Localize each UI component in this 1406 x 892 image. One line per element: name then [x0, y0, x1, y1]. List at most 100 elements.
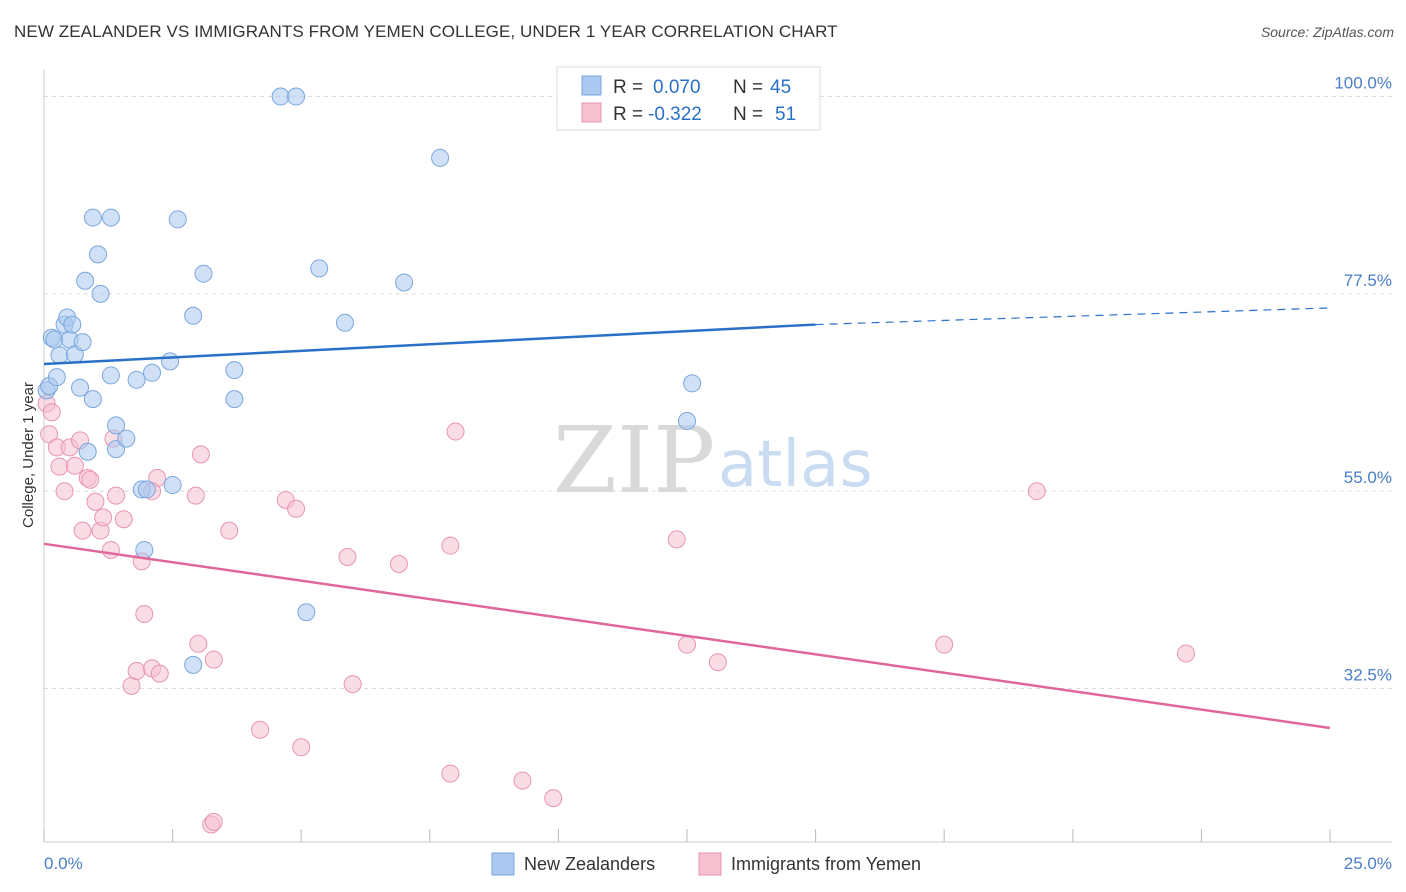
- yemen-point-2: [42, 403, 61, 422]
- nz-point-30: [163, 476, 182, 495]
- nz-point-21: [107, 416, 126, 435]
- nz-point-4: [47, 368, 66, 387]
- y-tick-label-1: 55.0%: [1344, 468, 1392, 487]
- nz-point-17: [89, 245, 108, 264]
- yemen-point-27: [186, 486, 205, 505]
- yemen-point-43: [446, 422, 465, 441]
- series-yemen-points: [37, 394, 1195, 834]
- yemen-point-46: [667, 530, 686, 549]
- nz-point-40: [310, 259, 329, 278]
- trend-lines: [43, 307, 1331, 730]
- yemen-point-37: [292, 738, 311, 757]
- nz-point-31: [168, 210, 187, 229]
- nz-point-16: [83, 208, 102, 227]
- y-tick-label-0: 32.5%: [1344, 666, 1392, 685]
- y-tick-label-2: 77.5%: [1344, 271, 1392, 290]
- yemen-point-28: [189, 634, 208, 653]
- legend-box: R = 0.070 N = 45 R = -0.322 N = 51: [556, 66, 821, 131]
- legend-r-label-1: R =: [613, 77, 643, 98]
- yemen-point-18: [114, 510, 133, 529]
- yemen-point-15: [101, 540, 120, 559]
- y-axis-label: College, Under 1 year: [20, 382, 37, 528]
- yemen-point-48: [708, 653, 727, 672]
- nz-trend-extension: [815, 307, 1331, 326]
- nz-point-19: [101, 208, 120, 227]
- yemen-point-32: [204, 650, 223, 669]
- watermark-atlas: atlas: [718, 428, 873, 502]
- bottom-legend: New Zealanders Immigrants from Yemen: [491, 852, 921, 876]
- yemen-point-44: [513, 771, 532, 790]
- yemen-point-14: [94, 508, 113, 527]
- bottom-legend-yemen: Immigrants from Yemen: [731, 854, 921, 874]
- nz-point-37: [271, 87, 290, 106]
- nz-point-45: [683, 374, 702, 393]
- series-nz-points: [37, 87, 702, 674]
- nz-point-18: [91, 284, 110, 303]
- nz-point-29: [161, 352, 180, 371]
- nz-trend-line: [43, 323, 816, 366]
- nz-point-14: [78, 442, 97, 461]
- nz-point-39: [297, 603, 316, 622]
- nz-point-43: [431, 148, 450, 167]
- nz-point-9: [63, 315, 82, 334]
- legend-n-value-1: 45: [770, 77, 791, 98]
- legend-n-value-2: 51: [775, 104, 796, 125]
- yemen-point-49: [935, 635, 954, 654]
- yemen-point-40: [389, 554, 408, 573]
- nz-point-32: [184, 655, 203, 674]
- nz-point-36: [225, 390, 244, 409]
- yemen-point-50: [1027, 482, 1046, 501]
- axes: [43, 70, 1392, 843]
- gridlines: [44, 96, 1392, 690]
- nz-point-44: [678, 412, 696, 431]
- yemen-point-1: [40, 425, 59, 444]
- yemen-point-29: [191, 445, 210, 464]
- nz-point-33: [184, 306, 203, 325]
- yemen-point-41: [441, 536, 460, 555]
- nz-point-26: [135, 540, 154, 559]
- nz-point-34: [194, 264, 213, 283]
- nz-point-23: [117, 429, 136, 448]
- legend-n-label-2: N =: [733, 104, 763, 125]
- x-tick-label-1: 25.0%: [1344, 854, 1392, 873]
- yemen-point-5: [55, 482, 74, 501]
- bottom-legend-nz: New Zealanders: [524, 854, 655, 874]
- legend-r-value-2: -0.322: [648, 104, 702, 125]
- nz-point-12: [73, 333, 92, 352]
- nz-point-3: [45, 330, 64, 349]
- yemen-point-12: [86, 492, 105, 511]
- yemen-point-51: [1176, 644, 1195, 663]
- yemen-point-45: [544, 789, 563, 808]
- yemen-point-22: [135, 604, 154, 623]
- yemen-point-36: [287, 499, 306, 518]
- yemen-point-17: [107, 486, 126, 505]
- x-tick-label-0: 0.0%: [44, 854, 83, 873]
- nz-point-13: [76, 271, 95, 290]
- legend-r-value-1: 0.070: [653, 77, 701, 98]
- nz-point-38: [287, 87, 306, 106]
- nz-point-15: [83, 390, 102, 409]
- nz-point-5: [50, 346, 69, 365]
- nz-point-11: [71, 378, 90, 397]
- nz-point-28: [143, 363, 162, 382]
- y-tick-label-3: 100.0%: [1334, 74, 1392, 93]
- watermark: ZIP atlas: [553, 407, 873, 514]
- legend-r-label-2: R =: [613, 104, 643, 125]
- nz-point-35: [225, 361, 244, 380]
- yemen-point-8: [73, 521, 92, 540]
- bottom-legend-swatch-nz: [491, 852, 515, 876]
- yemen-point-25: [150, 664, 169, 683]
- tick-labels: 32.5% 55.0% 77.5% 100.0% 0.0% 25.0%: [44, 74, 1392, 873]
- legend-n-label-1: N =: [733, 77, 763, 98]
- legend-swatch-nz: [581, 75, 602, 96]
- yemen-point-11: [81, 470, 100, 489]
- yemen-point-38: [338, 547, 357, 566]
- nz-point-20: [101, 366, 120, 385]
- chart-title: NEW ZEALANDER VS IMMIGRANTS FROM YEMEN C…: [14, 22, 838, 41]
- nz-point-27: [137, 480, 156, 499]
- yemen-point-47: [678, 635, 696, 654]
- bottom-legend-swatch-yemen: [698, 852, 722, 876]
- nz-point-41: [335, 313, 354, 332]
- yemen-point-34: [251, 720, 270, 739]
